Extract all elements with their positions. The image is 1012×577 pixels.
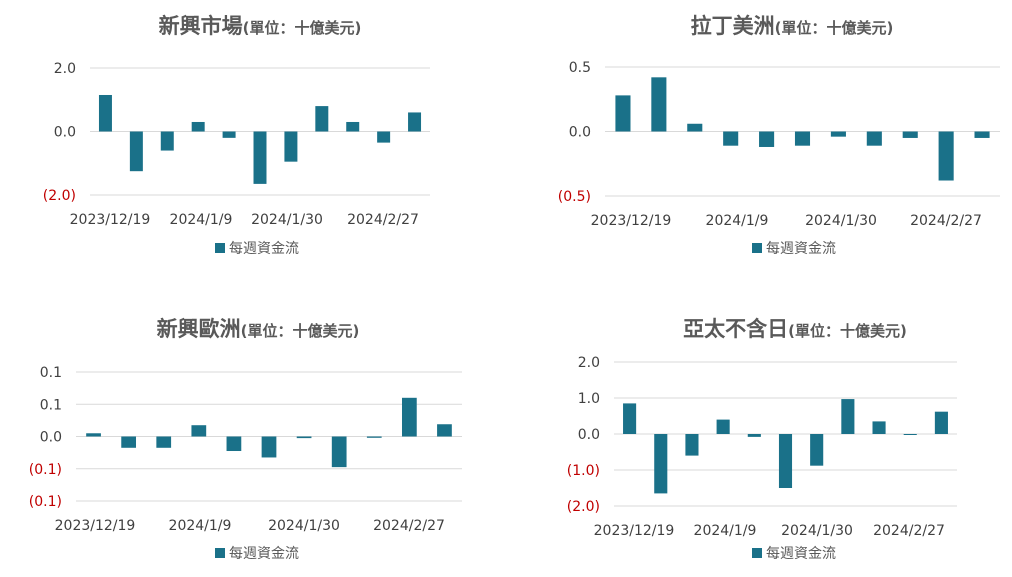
bar — [191, 121, 205, 132]
chart-svg: 亞太不含日(單位：十億美元) 2.0 1.0 0.0 (1.0) (2.0) 2023/1… — [567, 317, 957, 562]
bar — [841, 399, 855, 434]
y-tick-label: 0.0 — [569, 125, 591, 141]
bar — [156, 436, 172, 448]
bar — [654, 434, 668, 494]
bar — [191, 425, 207, 437]
legend-label: 每週資金流 — [229, 546, 299, 562]
x-tick-label: 2023/12/19 — [70, 212, 151, 228]
bar — [716, 419, 730, 434]
y-tick-label: (2.0) — [43, 188, 76, 204]
y-tick-label: 1.0 — [578, 391, 600, 407]
y-tick-label: (0.5) — [558, 189, 591, 205]
chart-title: 新興市場(單位：十億美元) — [159, 14, 362, 38]
x-tick-label: 2024/1/9 — [706, 213, 769, 229]
bar — [160, 131, 174, 151]
bar — [830, 131, 846, 137]
bar — [651, 77, 667, 132]
bar — [872, 421, 886, 434]
x-tick-label: 2023/12/19 — [594, 523, 675, 539]
y-tick-label: (2.0) — [567, 499, 600, 515]
legend-swatch — [215, 243, 225, 253]
bar — [685, 434, 699, 456]
y-tick-label: 0.1 — [40, 397, 62, 413]
x-tick-label: 2024/2/27 — [373, 518, 445, 534]
bar — [687, 123, 703, 132]
chart-title: 亞太不含日(單位：十億美元) — [683, 317, 907, 341]
bar — [121, 436, 137, 448]
bar — [902, 131, 918, 138]
y-tick-label: 2.0 — [578, 355, 600, 371]
x-tick-label: 2024/2/27 — [910, 213, 982, 229]
bar — [938, 131, 954, 181]
legend-swatch — [752, 548, 762, 558]
bar — [747, 434, 761, 437]
y-tick-label: (1.0) — [567, 463, 600, 479]
bar — [794, 131, 811, 146]
legend-swatch — [752, 243, 762, 253]
chart-title: 拉丁美洲(單位：十億美元) — [691, 14, 894, 38]
bar — [366, 436, 382, 438]
chart-emerging-markets: 新興市場(單位：十億美元) 2.0 0.0 (2.0) 2023/12/19 2024/… — [0, 0, 506, 288]
bar — [723, 131, 739, 146]
bar — [377, 131, 391, 143]
legend-label: 每週資金流 — [766, 546, 836, 562]
y-tick-label: 2.0 — [54, 61, 76, 77]
bar — [346, 121, 360, 132]
bar — [261, 436, 277, 458]
bar — [222, 131, 236, 138]
chart-latin-america: 拉丁美洲(單位：十億美元) 0.5 0.0 (0.5) 2023/12/19 2024/… — [0, 0, 1000, 288]
bar — [934, 411, 948, 434]
x-tick-label: 2024/2/27 — [873, 523, 945, 539]
chart-svg: 新興歐洲(單位：十億美元) 0.1 0.1 0.0 (0.1) (0.1) 2023/12… — [29, 317, 462, 562]
bar — [408, 112, 422, 132]
bar — [810, 434, 824, 466]
x-tick-label: 2023/12/19 — [591, 213, 672, 229]
x-tick-label: 2024/1/9 — [169, 518, 232, 534]
bar — [615, 95, 631, 132]
chart-asia-pacific-ex-japan: 亞太不含日(單位：十億美元) 2.0 1.0 0.0 (1.0) (2.0) 2023/1… — [0, 0, 957, 562]
bar — [331, 436, 347, 468]
x-tick-label: 2024/1/9 — [694, 523, 757, 539]
y-tick-label: 0.0 — [40, 430, 62, 446]
y-tick-label: 0.0 — [54, 125, 76, 141]
x-tick-label: 2023/12/19 — [55, 518, 136, 534]
chart-emerging-europe: 新興歐洲(單位：十億美元) 0.1 0.1 0.0 (0.1) (0.1) 2023/12… — [0, 0, 506, 562]
bar — [974, 131, 990, 138]
x-tick-label: 2024/2/27 — [347, 212, 419, 228]
x-tick-label: 2024/1/30 — [251, 212, 323, 228]
legend-label: 每週資金流 — [766, 241, 836, 257]
bar — [778, 434, 793, 488]
bar — [759, 131, 775, 147]
bar — [315, 106, 329, 132]
bar — [86, 433, 101, 437]
bar — [129, 131, 143, 172]
chart-title: 新興歐洲(單位：十億美元) — [157, 317, 360, 341]
bar — [623, 403, 637, 434]
bar — [866, 131, 882, 146]
bar — [253, 131, 267, 184]
chart-svg: 新興市場(單位：十億美元) 2.0 0.0 (2.0) 2023/12/19 2024/… — [43, 14, 430, 257]
bar — [284, 131, 298, 162]
y-tick-label: 0.1 — [40, 365, 62, 381]
y-tick-label: (0.1) — [29, 462, 62, 478]
bar — [296, 436, 312, 439]
y-tick-label: (0.1) — [29, 494, 62, 510]
bar — [98, 94, 112, 132]
y-tick-label: 0.5 — [569, 60, 591, 76]
chart-svg: 拉丁美洲(單位：十億美元) 0.5 0.0 (0.5)2023/12/19 2024/… — [558, 14, 1000, 257]
legend-label: 每週資金流 — [229, 241, 299, 257]
x-tick-label: 2024/1/30 — [781, 523, 853, 539]
x-tick-label: 2024/1/30 — [268, 518, 340, 534]
x-tick-label: 2024/1/30 — [805, 213, 877, 229]
y-tick-label: 0.0 — [578, 427, 600, 443]
legend-swatch — [215, 548, 225, 558]
bar — [401, 397, 417, 437]
x-tick-label: 2024/1/9 — [170, 212, 233, 228]
bar — [437, 424, 452, 437]
bar — [226, 436, 242, 452]
bar — [903, 434, 917, 435]
